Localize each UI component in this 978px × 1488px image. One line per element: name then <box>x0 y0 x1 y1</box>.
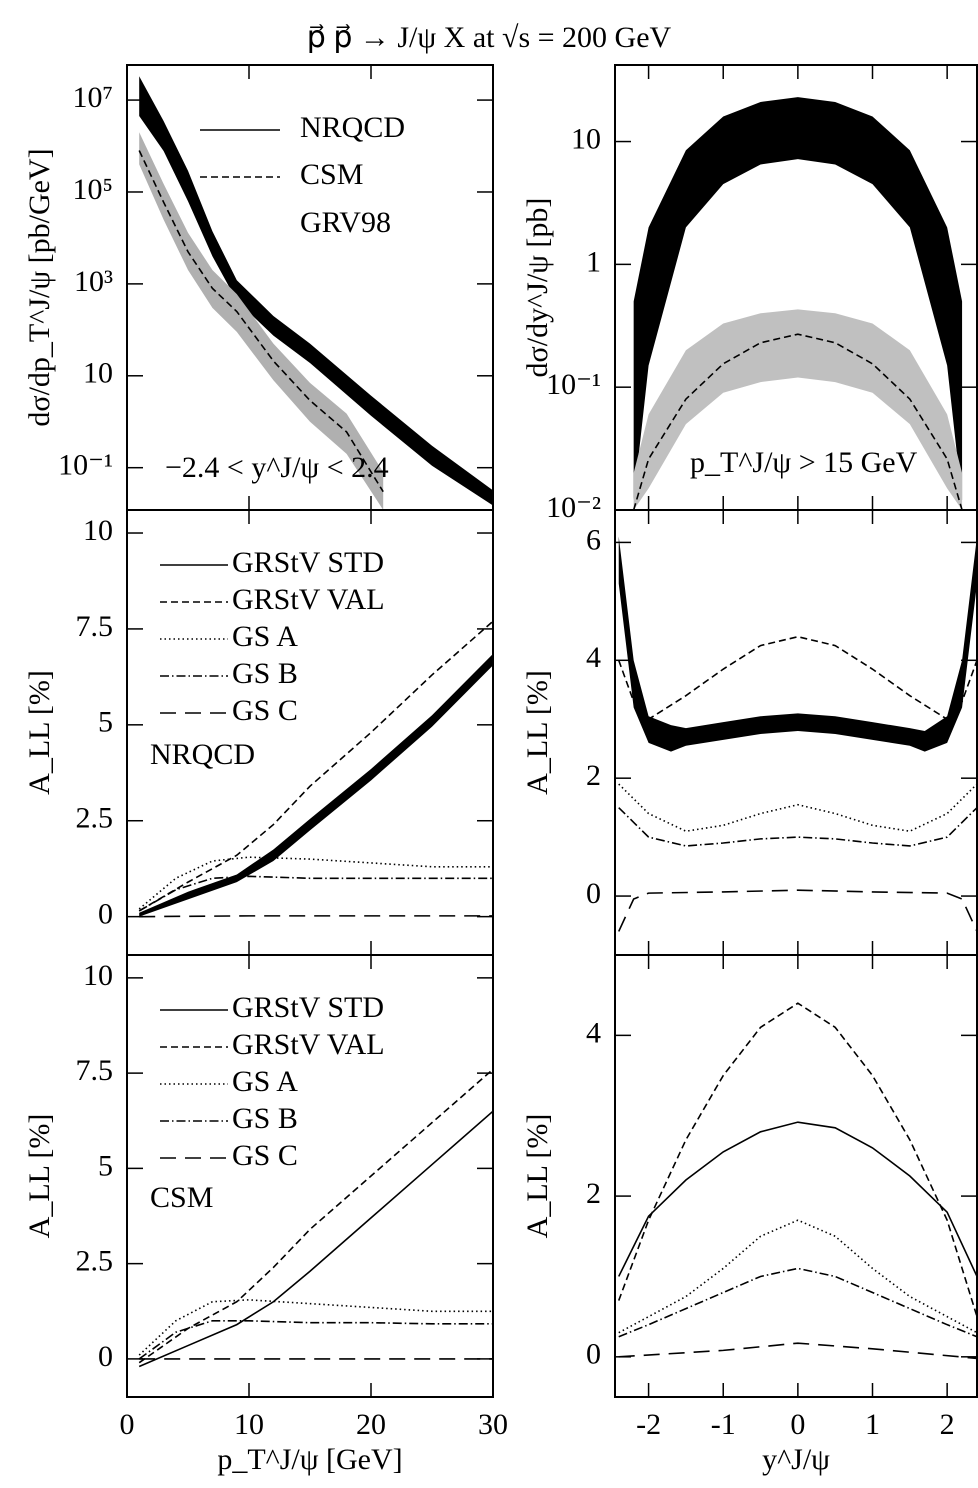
line <box>618 807 977 847</box>
x-tick-label: 30 <box>478 1408 508 1441</box>
y-tick-label: 2.5 <box>76 1245 114 1278</box>
annotation: p_T^J/ψ > 15 GeV <box>690 446 918 479</box>
plot-area <box>617 1002 977 1360</box>
line <box>618 1121 977 1277</box>
y-axis-label: dσ/dp_T^J/ψ [pb/GeV] <box>23 148 56 426</box>
y-tick-label: 10 <box>83 357 113 390</box>
y-tick-label: 2 <box>586 759 601 792</box>
legend-label: CSM <box>300 158 363 191</box>
x-tick-label: 1 <box>865 1408 880 1441</box>
legend-label: GRStV STD <box>232 546 384 579</box>
figure-title: p⃗ p⃗ → J/ψ X at √s = 200 GeV <box>307 21 672 54</box>
plot-frame <box>614 954 978 1398</box>
legend-label: NRQCD <box>300 111 405 144</box>
y-tick-label: 5 <box>98 706 113 739</box>
x-tick-label: 10 <box>234 1408 264 1441</box>
y-tick-label: 10⁻¹ <box>546 368 601 401</box>
plot-area <box>138 620 493 918</box>
y-tick-label: 5 <box>98 1149 113 1182</box>
line <box>618 1219 977 1334</box>
y-tick-label: 6 <box>586 523 601 556</box>
x-axis-label: y^J/ψ <box>762 1443 830 1476</box>
y-tick-label: 0 <box>98 1340 113 1373</box>
y-tick-label: 4 <box>586 1016 601 1049</box>
line <box>138 150 384 493</box>
y-tick-label: 1 <box>586 245 601 278</box>
line <box>617 1002 977 1317</box>
plot-area <box>138 1068 493 1368</box>
legend-label: GRStV VAL <box>232 1028 385 1061</box>
line <box>138 1068 493 1364</box>
band <box>633 97 963 501</box>
y-tick-label: 0 <box>586 1338 601 1371</box>
plot-area <box>617 536 977 932</box>
plot-area <box>138 76 493 510</box>
line <box>618 1342 977 1360</box>
legend-label: GS B <box>232 657 298 690</box>
y-tick-label: 4 <box>586 641 601 674</box>
annotation: CSM <box>150 1181 213 1214</box>
line <box>617 635 977 721</box>
legend-label: GS C <box>232 694 298 727</box>
y-tick-label: 10⁷ <box>73 81 113 114</box>
y-tick-label: 10 <box>83 959 113 992</box>
legend-label: GS B <box>232 1102 298 1135</box>
y-tick-label: 2.5 <box>76 802 114 835</box>
x-tick-label: -1 <box>711 1408 736 1441</box>
annotation: −2.4 < y^J/ψ < 2.4 <box>165 451 389 484</box>
x-axis-label: p_T^J/ψ [GeV] <box>217 1443 402 1476</box>
line <box>139 915 493 918</box>
y-axis-label: A_LL [%] <box>521 670 554 795</box>
line <box>618 783 977 833</box>
y-axis-label: A_LL [%] <box>23 1114 56 1239</box>
line <box>138 1299 493 1356</box>
y-axis-label: A_LL [%] <box>521 1114 554 1239</box>
x-tick-label: 0 <box>120 1408 135 1441</box>
legend-label: GRStV VAL <box>232 583 385 616</box>
x-tick-label: 20 <box>356 1408 386 1441</box>
line <box>138 1319 493 1360</box>
legend-label: GRStV STD <box>232 991 384 1024</box>
band <box>618 536 977 752</box>
line <box>632 333 963 510</box>
y-tick-label: 10⁵ <box>73 173 113 206</box>
x-tick-label: -2 <box>636 1408 661 1441</box>
y-tick-label: 10 <box>83 514 113 547</box>
annotation: GRV98 <box>300 206 391 239</box>
line <box>138 1110 493 1368</box>
y-axis-label: A_LL [%] <box>23 670 56 795</box>
line <box>618 889 977 932</box>
y-tick-label: 2 <box>586 1177 601 1210</box>
y-axis-label: dσ/dy^J/ψ [pb] <box>521 198 554 378</box>
plot-frame <box>126 954 494 1398</box>
x-tick-label: 2 <box>940 1408 955 1441</box>
x-tick-label: 0 <box>790 1408 805 1441</box>
y-tick-label: 10³ <box>74 265 113 298</box>
band <box>633 309 963 510</box>
y-tick-label: 0 <box>586 877 601 910</box>
y-tick-label: 10⁻² <box>546 491 601 524</box>
legend-label: GS A <box>232 1065 298 1098</box>
y-tick-label: 0 <box>98 898 113 931</box>
band <box>139 653 493 917</box>
line <box>138 620 493 912</box>
y-tick-label: 7.5 <box>76 1054 114 1087</box>
line <box>138 856 493 910</box>
y-tick-label: 10 <box>571 122 601 155</box>
plot-area <box>632 97 963 510</box>
band <box>139 132 384 510</box>
annotation: NRQCD <box>150 738 255 771</box>
legend-label: GS C <box>232 1139 298 1172</box>
y-tick-label: 7.5 <box>76 610 114 643</box>
legend-label: GS A <box>232 620 298 653</box>
line <box>618 1267 977 1338</box>
y-tick-label: 10⁻¹ <box>58 449 113 482</box>
